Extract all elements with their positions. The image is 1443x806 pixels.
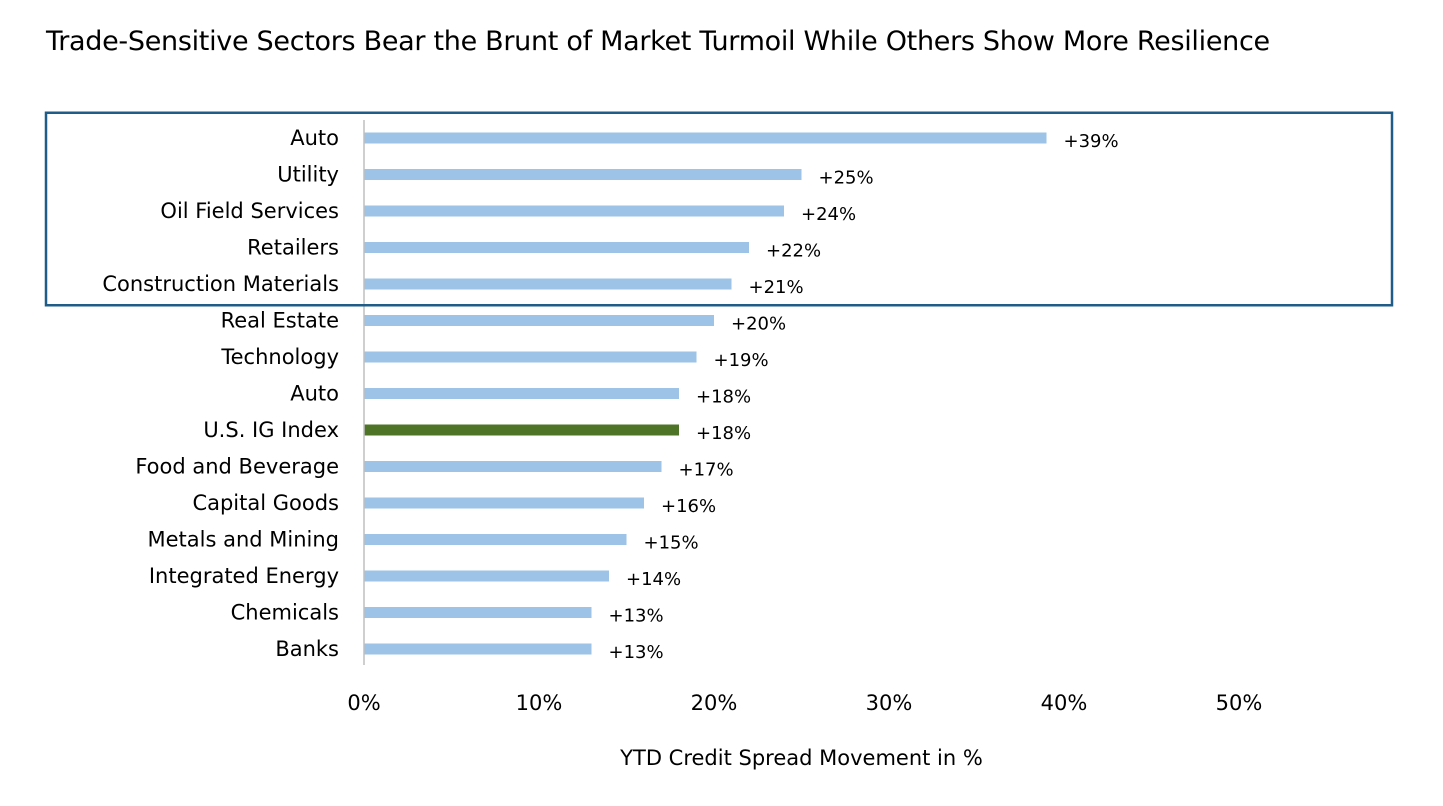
category-label: Construction Materials	[102, 272, 339, 296]
bars-layer	[364, 132, 1047, 655]
bar-2	[364, 169, 802, 180]
value-label: +39%	[1064, 131, 1119, 152]
category-label: Technology	[220, 345, 339, 369]
category-label: Auto	[290, 126, 339, 150]
x-tick-labels-layer: 0% 10% 20% 30% 40% 50%	[347, 691, 1262, 715]
value-label: +19%	[714, 350, 769, 371]
value-label: +25%	[819, 168, 874, 189]
value-label: +13%	[609, 606, 664, 627]
bar-3	[364, 205, 784, 217]
value-label: +15%	[644, 533, 699, 554]
bar-8	[364, 388, 679, 399]
value-label: +18%	[696, 423, 751, 444]
chart-title: Trade-Sensitive Sectors Bear the Brunt o…	[46, 26, 1270, 57]
x-axis-title: YTD Credit Spread Movement in %	[619, 746, 983, 770]
value-label: +13%	[609, 642, 664, 663]
category-label: Auto	[290, 382, 339, 406]
category-label: U.S. IG Index	[203, 418, 339, 442]
x-tick-label: 20%	[691, 691, 738, 715]
bar-15	[364, 643, 592, 655]
bar-4	[364, 242, 749, 253]
value-label: +16%	[661, 496, 716, 517]
bar-12	[364, 534, 627, 545]
x-tick-label: 50%	[1216, 691, 1263, 715]
bar-14	[364, 607, 592, 618]
value-label: +20%	[731, 314, 786, 335]
category-labels-layer: Auto Utility Oil Field Services Retailers Co…	[102, 126, 339, 661]
category-label: Real Estate	[221, 309, 339, 333]
value-label: +17%	[679, 460, 734, 481]
value-label: +18%	[696, 387, 751, 408]
bar-13	[364, 570, 609, 582]
category-label: Chemicals	[231, 601, 339, 625]
x-tick-label: 0%	[347, 691, 380, 715]
category-label: Banks	[275, 637, 339, 661]
category-label: Utility	[277, 163, 339, 187]
value-label: +22%	[766, 241, 821, 262]
bar-9	[364, 424, 679, 436]
value-label: +24%	[801, 204, 856, 225]
bar-10	[364, 461, 662, 472]
bar-5	[364, 278, 732, 290]
bar-7	[364, 351, 697, 363]
category-label: Retailers	[247, 236, 339, 260]
x-tick-label: 30%	[866, 691, 913, 715]
category-label: Capital Goods	[192, 491, 339, 515]
category-label: Oil Field Services	[160, 199, 339, 223]
value-label: +14%	[626, 569, 681, 590]
x-tick-label: 10%	[516, 691, 563, 715]
category-label: Integrated Energy	[149, 564, 339, 588]
bar-6	[364, 315, 714, 326]
x-tick-label: 40%	[1041, 691, 1088, 715]
value-label: +21%	[749, 277, 804, 298]
category-label: Food and Beverage	[135, 455, 339, 479]
bar-1	[364, 132, 1047, 144]
bar-11	[364, 497, 644, 509]
trade-sensitive-highlight-box	[44, 111, 1394, 307]
category-label: Metals and Mining	[147, 528, 339, 552]
value-labels-layer: +39% +25% +24% +22% +21% +20% +19% +18% +18% +17%…	[609, 131, 1119, 663]
